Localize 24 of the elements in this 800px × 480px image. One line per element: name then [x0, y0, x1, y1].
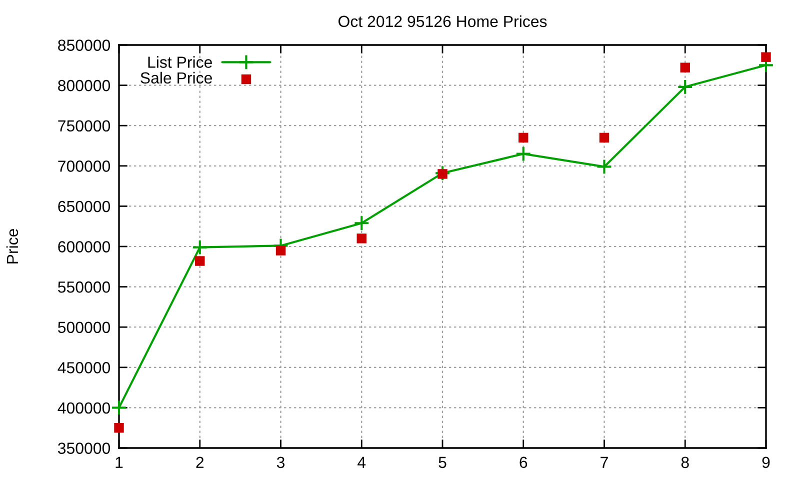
- y-tick-label: 550000: [58, 281, 110, 293]
- x-tick-label: 3: [276, 456, 284, 468]
- y-tick-label: 800000: [58, 80, 110, 92]
- x-tick-label: 5: [438, 456, 446, 468]
- x-tick-label: 2: [196, 456, 204, 468]
- y-tick-label: 350000: [58, 442, 110, 454]
- x-tick-label: 8: [681, 456, 689, 468]
- x-tick-label: 1: [116, 456, 123, 468]
- y-axis-title: Price: [6, 229, 18, 264]
- legend-label: List Price: [148, 56, 212, 68]
- x-tick-label: 9: [762, 456, 770, 468]
- chart-title: Oct 2012 95126 Home Prices: [338, 15, 547, 28]
- x-tick-label: 6: [520, 456, 528, 468]
- y-tick-label: 600000: [58, 241, 110, 252]
- y-tick-label: 850000: [58, 40, 110, 51]
- y-tick-label: 400000: [58, 402, 110, 414]
- y-tick-label: 650000: [58, 200, 110, 212]
- x-tick-label: 4: [358, 456, 366, 468]
- x-tick-label: 7: [600, 456, 608, 468]
- y-tick-label: 750000: [58, 120, 110, 132]
- y-tick-label: 500000: [58, 322, 110, 334]
- y-tick-label: 700000: [58, 160, 110, 172]
- legend-label: Sale Price: [140, 72, 212, 84]
- y-tick-label: 450000: [58, 362, 110, 374]
